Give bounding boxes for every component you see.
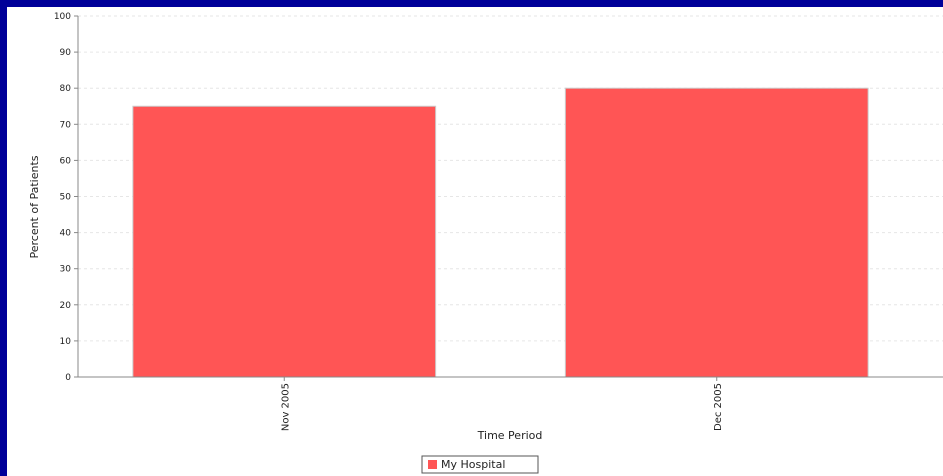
y-tick-label: 70	[60, 120, 72, 130]
legend: My Hospital	[421, 455, 539, 474]
axes	[74, 15, 943, 381]
y-axis-title: Percent of Patients	[28, 155, 41, 258]
y-tick-labels: 0 10 20 30 40 50 60 70 80 90 100	[54, 12, 71, 383]
x-category-label: Nov 2005	[280, 383, 291, 431]
x-category-label: Dec 2005	[713, 383, 724, 431]
chart-panel: 0 10 20 30 40 50 60 70 80 90 100 Nov 2005 Dec 2005 …	[7, 7, 943, 476]
y-tick-label: 100	[54, 12, 71, 22]
y-tick-label: 90	[60, 48, 72, 58]
y-tick-label: 30	[60, 265, 72, 275]
x-axis-title: Time Period	[477, 429, 543, 442]
y-tick-label: 0	[65, 373, 71, 383]
bar	[132, 105, 437, 378]
y-tick-label: 10	[60, 337, 72, 347]
legend-swatch	[428, 460, 437, 469]
legend-label: My Hospital	[441, 458, 505, 471]
y-tick-label: 60	[60, 156, 72, 166]
legend-box	[421, 455, 539, 474]
y-tick-label: 40	[60, 229, 72, 239]
bar	[564, 87, 869, 378]
y-tick-label: 80	[60, 84, 72, 94]
bars	[132, 87, 869, 378]
y-tick-label: 20	[60, 301, 72, 311]
x-category-labels: Nov 2005 Dec 2005	[280, 383, 724, 431]
y-tick-label: 50	[60, 193, 72, 203]
